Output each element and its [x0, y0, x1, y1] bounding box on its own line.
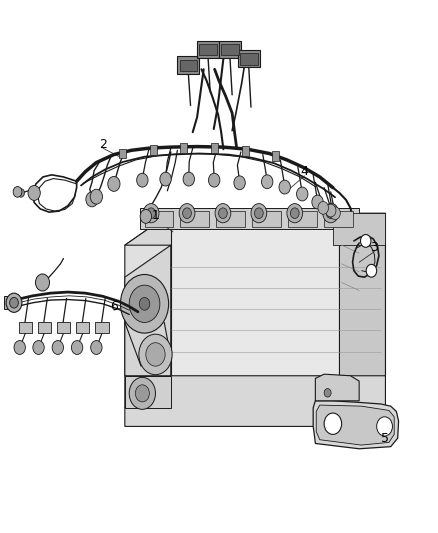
Circle shape — [140, 209, 152, 223]
Circle shape — [86, 192, 98, 207]
Circle shape — [52, 341, 64, 354]
Circle shape — [160, 172, 171, 186]
Circle shape — [324, 413, 342, 434]
Polygon shape — [313, 401, 399, 449]
Circle shape — [261, 175, 273, 189]
Polygon shape — [171, 213, 385, 376]
Polygon shape — [339, 213, 385, 408]
Circle shape — [139, 297, 150, 310]
Bar — [180, 60, 197, 71]
Circle shape — [10, 297, 18, 308]
Circle shape — [279, 180, 290, 194]
Bar — [95, 322, 109, 333]
Bar — [288, 211, 317, 227]
Circle shape — [318, 201, 328, 214]
Polygon shape — [125, 213, 171, 408]
Circle shape — [179, 204, 195, 223]
Circle shape — [290, 208, 299, 219]
Bar — [19, 322, 32, 333]
Bar — [177, 56, 199, 74]
Bar — [221, 44, 239, 55]
Circle shape — [71, 341, 83, 354]
Bar — [240, 53, 258, 65]
Polygon shape — [125, 213, 385, 245]
Polygon shape — [315, 374, 359, 401]
Circle shape — [18, 189, 25, 197]
Bar — [238, 50, 260, 67]
Bar — [216, 211, 245, 227]
Bar — [272, 151, 279, 161]
Circle shape — [139, 334, 172, 375]
Bar — [180, 211, 209, 227]
Circle shape — [251, 204, 267, 223]
Circle shape — [33, 341, 44, 354]
Circle shape — [6, 293, 22, 312]
Circle shape — [254, 208, 263, 219]
Bar — [211, 143, 218, 153]
Circle shape — [13, 187, 22, 197]
Bar — [38, 322, 51, 333]
Bar — [252, 211, 281, 227]
Circle shape — [14, 341, 25, 354]
Circle shape — [137, 173, 148, 187]
Text: 5: 5 — [381, 432, 389, 445]
Circle shape — [297, 187, 308, 201]
Circle shape — [35, 274, 49, 291]
Circle shape — [330, 207, 340, 220]
Circle shape — [324, 389, 331, 397]
Circle shape — [215, 204, 231, 223]
Bar — [119, 149, 126, 158]
Polygon shape — [316, 405, 394, 445]
Circle shape — [325, 204, 336, 217]
Circle shape — [312, 195, 323, 209]
Circle shape — [183, 172, 194, 186]
Polygon shape — [333, 213, 385, 245]
Polygon shape — [125, 376, 385, 426]
Bar — [242, 146, 249, 156]
Text: 2: 2 — [99, 139, 107, 151]
Circle shape — [234, 176, 245, 190]
Circle shape — [129, 285, 160, 322]
Circle shape — [360, 235, 371, 247]
Circle shape — [323, 204, 339, 223]
Circle shape — [129, 377, 155, 409]
Circle shape — [326, 208, 335, 219]
Circle shape — [147, 208, 155, 219]
Bar — [150, 145, 157, 155]
Circle shape — [366, 264, 377, 277]
Circle shape — [28, 185, 40, 200]
Bar — [145, 211, 173, 227]
Bar — [199, 44, 217, 55]
Bar — [4, 296, 17, 309]
Text: 6: 6 — [110, 300, 118, 313]
Circle shape — [135, 385, 149, 402]
Bar — [197, 41, 219, 58]
Text: 1: 1 — [152, 209, 159, 222]
Polygon shape — [140, 208, 359, 229]
Circle shape — [326, 204, 338, 217]
Circle shape — [90, 189, 102, 204]
Polygon shape — [125, 245, 171, 376]
Circle shape — [287, 204, 303, 223]
Circle shape — [143, 204, 159, 223]
Circle shape — [208, 173, 220, 187]
Text: 3: 3 — [371, 241, 378, 254]
Circle shape — [146, 343, 165, 366]
Circle shape — [108, 176, 120, 191]
Text: 4: 4 — [300, 165, 308, 178]
Bar — [57, 322, 70, 333]
Circle shape — [120, 274, 169, 333]
Circle shape — [183, 208, 191, 219]
Circle shape — [91, 341, 102, 354]
Circle shape — [219, 208, 227, 219]
Polygon shape — [125, 376, 171, 408]
Circle shape — [377, 417, 392, 436]
Bar — [219, 41, 241, 58]
Bar — [324, 211, 353, 227]
Bar — [76, 322, 89, 333]
Bar — [180, 143, 187, 153]
